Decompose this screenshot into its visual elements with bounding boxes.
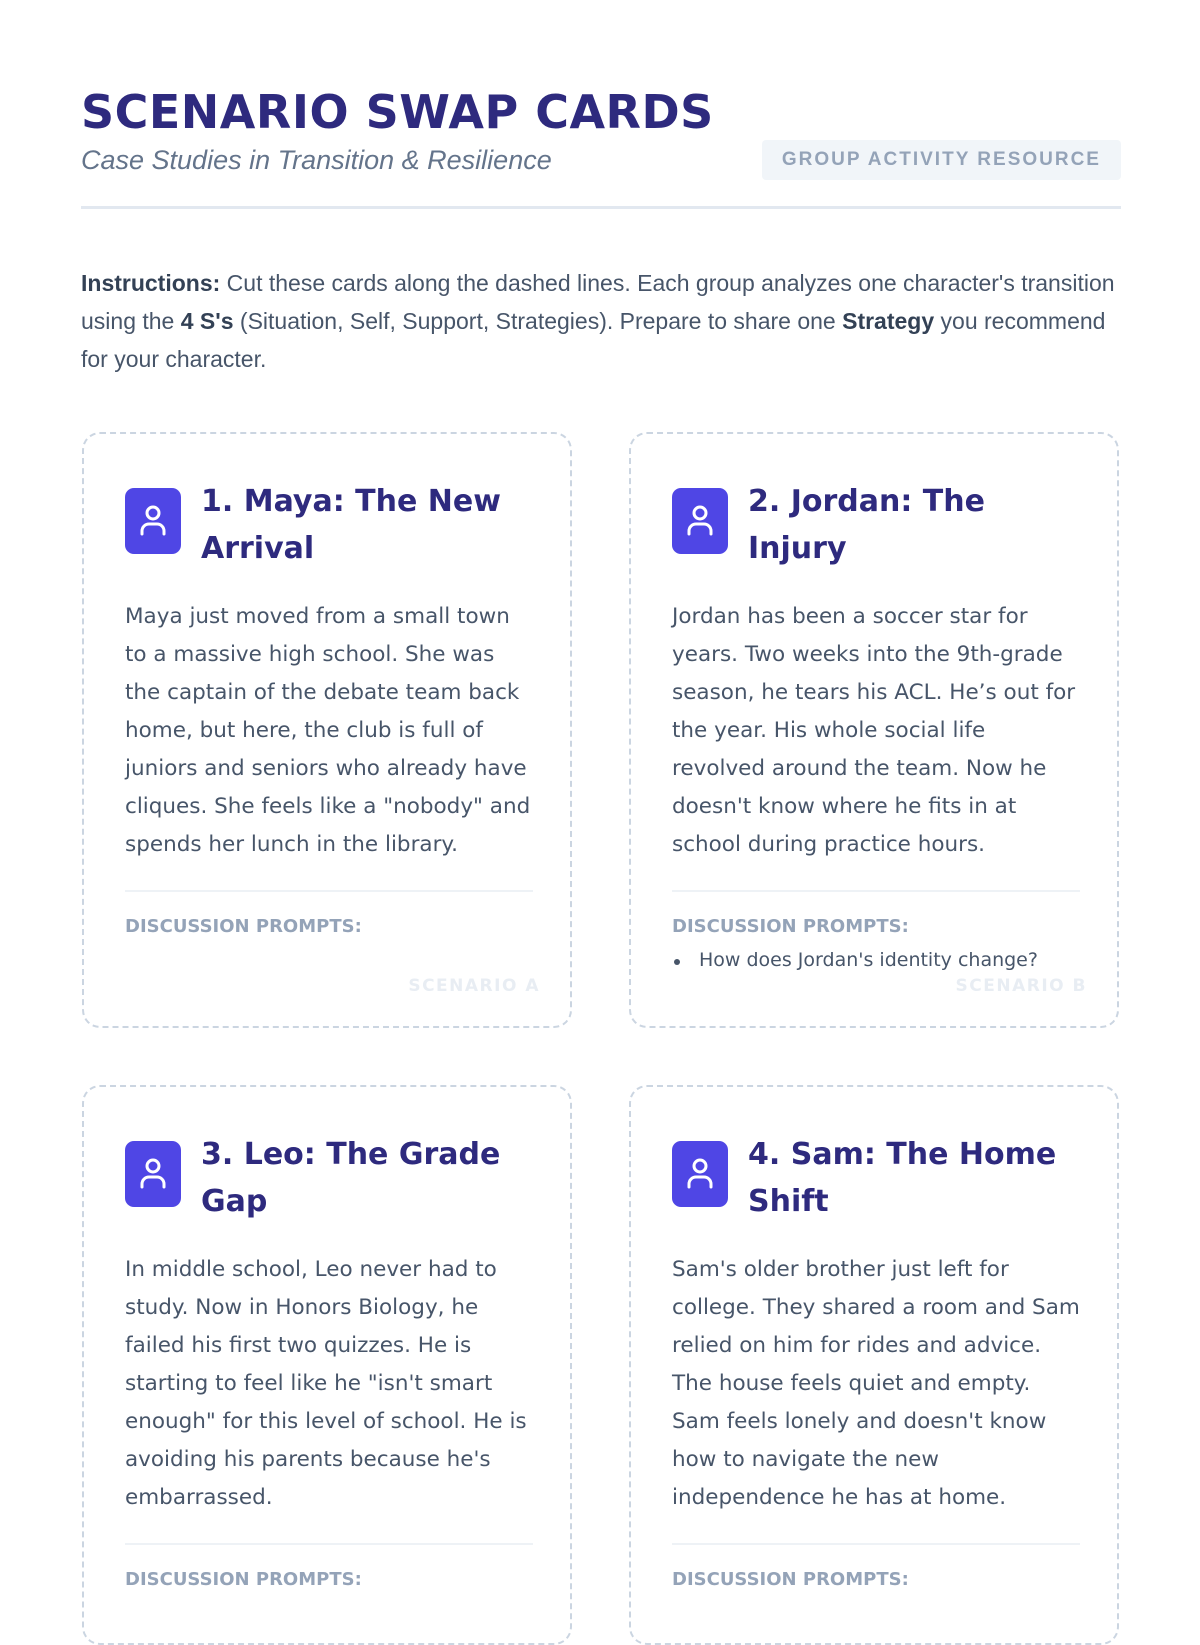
scenario-tag: SCENARIO A bbox=[408, 976, 540, 996]
instructions-bold: 4 S's bbox=[180, 308, 234, 334]
scenario-tag: SCENARIO B bbox=[955, 976, 1087, 996]
card-body: Sam's older brother just left for colleg… bbox=[672, 1257, 1080, 1510]
instructions-text: Cut these cards along the dashed lines. … bbox=[81, 270, 1115, 334]
card-divider bbox=[672, 1543, 1080, 1545]
card-divider bbox=[125, 890, 533, 892]
instructions-bold: Strategy bbox=[842, 308, 935, 334]
prompt-item: How does Jordan's identity change? bbox=[672, 949, 1077, 971]
resource-badge: GROUP ACTIVITY RESOURCE bbox=[761, 140, 1121, 180]
header-divider bbox=[81, 206, 1121, 209]
card-body: Maya just moved from a small town to a m… bbox=[125, 604, 531, 857]
user-icon bbox=[672, 1141, 728, 1207]
scenario-card: 4. Sam: The Home Shift Sam's older broth… bbox=[629, 1085, 1119, 1645]
discussion-prompts-label: DISCUSSION PROMPTS: bbox=[125, 1568, 362, 1590]
card-divider bbox=[125, 1543, 533, 1545]
prompt-list: How does Jordan's identity change? bbox=[672, 949, 1077, 971]
card-title: 1. Maya: The New Arrival bbox=[201, 484, 501, 566]
card-title: 4. Sam: The Home Shift bbox=[748, 1137, 1057, 1219]
scenario-card: 3. Leo: The Grade Gap In middle school, … bbox=[82, 1085, 572, 1645]
page-subtitle: Case Studies in Transition & Resilience bbox=[81, 144, 552, 175]
instructions-text: (Situation, Self, Support, Strategies). … bbox=[233, 308, 843, 334]
user-icon bbox=[672, 488, 728, 554]
card-title: 2. Jordan: The Injury bbox=[748, 484, 985, 566]
user-icon bbox=[125, 1141, 181, 1207]
scenario-card: 2. Jordan: The Injury Jordan has been a … bbox=[629, 432, 1119, 1028]
page-title: SCENARIO SWAP CARDS bbox=[81, 85, 714, 139]
card-divider bbox=[672, 890, 1080, 892]
instructions-label: Instructions: bbox=[81, 270, 221, 296]
scenario-card: 1. Maya: The New Arrival Maya just moved… bbox=[82, 432, 572, 1028]
card-title: 3. Leo: The Grade Gap bbox=[201, 1137, 501, 1219]
discussion-prompts-label: DISCUSSION PROMPTS: bbox=[672, 915, 909, 937]
card-body: In middle school, Leo never had to study… bbox=[125, 1257, 527, 1510]
discussion-prompts-label: DISCUSSION PROMPTS: bbox=[125, 915, 362, 937]
user-icon bbox=[125, 488, 181, 554]
page-header: SCENARIO SWAP CARDS Case Studies in Tran… bbox=[81, 84, 1121, 180]
instructions: Instructions: Cut these cards along the … bbox=[81, 264, 1121, 378]
discussion-prompts-label: DISCUSSION PROMPTS: bbox=[672, 1568, 909, 1590]
card-body: Jordan has been a soccer star for years.… bbox=[672, 604, 1076, 857]
instructions-text: you recommend for your character. bbox=[81, 308, 1106, 372]
